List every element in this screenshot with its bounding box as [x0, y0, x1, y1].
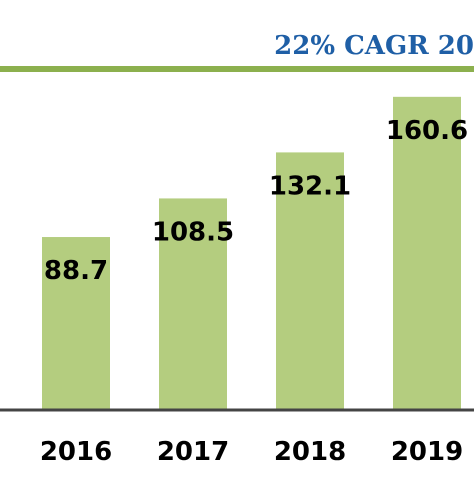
x-tick-label-2016: 2016 [40, 437, 112, 467]
x-tick-labels: 2016 2017 2018 2019 [40, 437, 463, 467]
data-label-2018: 132.1 [269, 171, 351, 201]
bar-2018 [276, 152, 344, 410]
chart-title: 22% CAGR 20 [274, 31, 474, 61]
bar-2019 [393, 96, 461, 410]
x-tick-label-2017: 2017 [157, 437, 229, 467]
x-tick-label-2019: 2019 [391, 437, 463, 467]
bar-2017 [159, 198, 227, 410]
x-tick-label-2018: 2018 [274, 437, 346, 467]
data-label-2017: 108.5 [152, 217, 234, 247]
data-label-2016: 88.7 [44, 256, 108, 286]
bar-2016 [42, 237, 110, 410]
bars-layer: 88.7 108.5 132.1 160.6 [42, 96, 468, 410]
title-rule [0, 66, 474, 72]
data-label-2019: 160.6 [386, 116, 468, 146]
